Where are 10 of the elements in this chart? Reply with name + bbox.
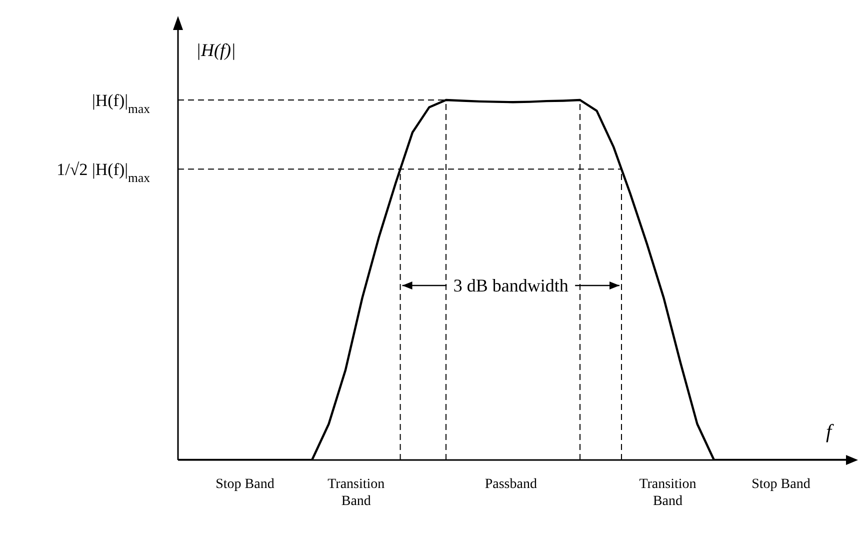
text: Stop Band — [216, 477, 274, 492]
text: Transition Band — [328, 477, 385, 509]
text: Passband — [484, 477, 537, 492]
annotation: 3 dB bandwidth — [453, 275, 568, 296]
ref-line-label: |H(f)|$_{max}$ — [92, 91, 151, 116]
text: Transition Band — [639, 477, 696, 509]
ref-line-label: 1/√2 |H(f)|$_{max}$ — [56, 160, 151, 186]
x-axis-title: f — [826, 421, 834, 443]
text: Stop Band — [752, 477, 810, 492]
y-axis-title: |H(f)| — [196, 40, 236, 60]
